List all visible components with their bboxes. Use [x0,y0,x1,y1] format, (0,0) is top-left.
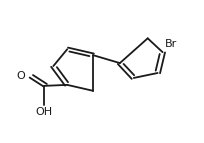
Text: O: O [17,70,25,81]
Text: OH: OH [36,107,53,117]
Text: Br: Br [164,39,176,49]
